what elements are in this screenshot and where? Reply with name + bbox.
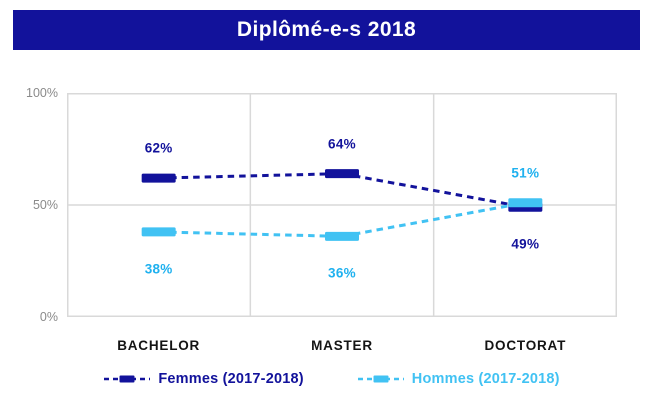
y-tick-label: 50%	[32, 198, 58, 212]
value-label-0-1: 64%	[328, 136, 356, 152]
hommes-dashed-line-icon	[357, 375, 404, 383]
femmes-dashed-line-icon	[104, 375, 151, 383]
title-bar: Diplômé-e-s 2018	[13, 10, 640, 50]
plot-svg	[67, 93, 617, 317]
series-line-1	[158, 201, 526, 238]
value-label-0-2: 49%	[511, 236, 540, 252]
legend-label-hommes: Hommes (2017-2018)	[411, 371, 560, 387]
marker-1-0	[141, 227, 176, 237]
y-tick-label: 0%	[39, 310, 58, 324]
marker-1-2	[508, 198, 543, 208]
marker-0-1	[325, 169, 359, 179]
y-tick-label: 100%	[26, 86, 58, 100]
category-label-doctorat: DOCTORAT	[484, 338, 567, 353]
value-label-0-0: 62%	[144, 140, 173, 156]
legend-item-femmes: Femmes (2017-2018)	[104, 371, 304, 387]
legend-label-femmes: Femmes (2017-2018)	[158, 371, 304, 387]
category-label-master: MASTER	[311, 338, 373, 353]
value-label-1-2: 51%	[511, 165, 540, 181]
marker-0-0	[141, 173, 176, 183]
legend: Femmes (2017-2018) Hommes (2017-2018)	[0, 371, 664, 387]
series-line-0	[158, 172, 526, 209]
marker-1-1	[325, 231, 359, 241]
value-label-1-1: 36%	[328, 265, 356, 281]
category-label-bachelor: BACHELOR	[117, 338, 201, 353]
legend-item-hommes: Hommes (2017-2018)	[357, 371, 560, 387]
page-title: Diplômé-e-s 2018	[236, 18, 417, 41]
value-label-1-0: 38%	[144, 261, 173, 277]
